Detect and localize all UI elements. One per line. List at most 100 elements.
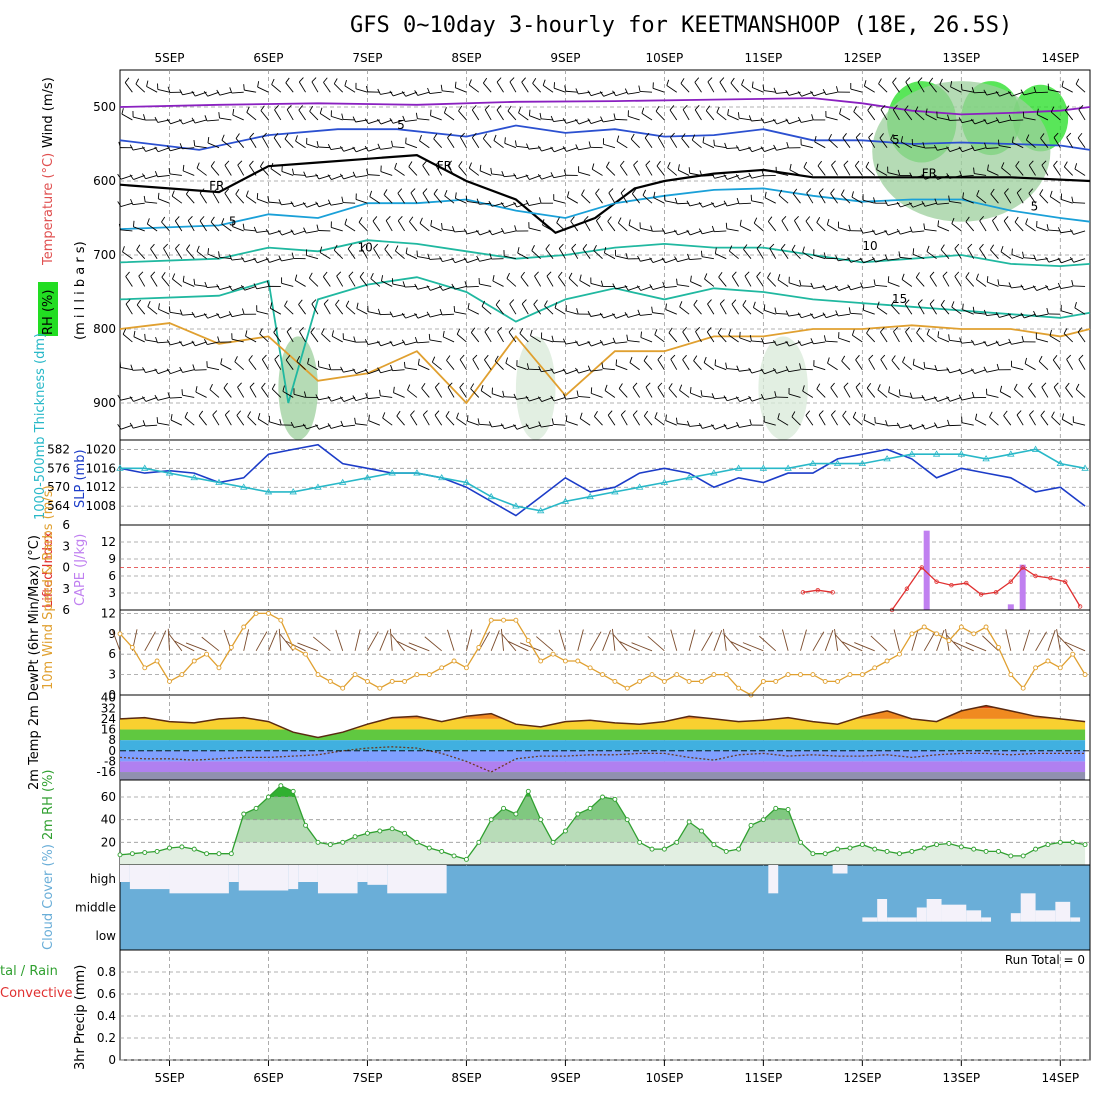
high-cloud-segment: [357, 865, 368, 882]
wind-barb: [982, 635, 999, 652]
wind-barb: [318, 146, 331, 149]
wind-barb-feather: [848, 224, 851, 231]
wind-barb: [333, 249, 344, 260]
wind-barb: [788, 393, 801, 398]
wind-barb: [355, 119, 368, 123]
wind-barb: [456, 333, 467, 343]
wind-barb: [443, 336, 455, 343]
wind-barb-feather: [157, 192, 160, 199]
wind-barb: [246, 195, 257, 204]
wind-barb: [442, 286, 455, 291]
wind-barb-feather: [446, 355, 451, 361]
wind-barb-feather: [975, 413, 978, 420]
wind-barb: [570, 221, 579, 232]
wind-barb: [355, 199, 368, 204]
wind-barb-feather: [703, 356, 707, 363]
wind-barb: [311, 81, 319, 93]
wind-barb: [1028, 165, 1036, 176]
wind-barb-feather: [719, 77, 725, 83]
wind-barb-feather: [1021, 335, 1024, 342]
wind-barb-feather: [702, 136, 705, 143]
wind-barb-feather: [460, 132, 465, 138]
wind-barb: [553, 199, 566, 204]
wind-barb: [136, 249, 146, 260]
wind-barb-feather: [992, 215, 997, 221]
high-cloud-segment: [317, 865, 358, 894]
wind-barb: [788, 369, 801, 373]
wind-barb-feather: [390, 364, 394, 371]
wind-barb: [753, 222, 764, 232]
wind-speed-point: [290, 644, 296, 650]
wind-barb-feather: [926, 245, 930, 252]
wind-barb-feather: [958, 394, 963, 401]
wind-barb-feather: [133, 330, 136, 337]
wind-barb: [281, 282, 294, 287]
wind-barb-feather: [191, 90, 196, 97]
contour-label: 5: [229, 214, 237, 228]
wind-barb-feather: [525, 395, 530, 402]
rh-point: [1045, 842, 1051, 848]
wind-barb: [445, 416, 455, 426]
wind-barb-feather: [379, 389, 381, 396]
wind-barb: [693, 304, 702, 315]
wind-barb-feather: [302, 202, 308, 208]
wind-barb: [801, 341, 813, 346]
wind-barb-feather: [751, 81, 754, 88]
wind-barb-feather: [719, 299, 725, 305]
wind-barb-feather: [662, 281, 666, 288]
wind-barb-feather: [327, 395, 332, 402]
wind-barb-feather: [118, 223, 121, 230]
wind-barb: [256, 310, 269, 315]
wind-barb: [682, 331, 690, 343]
cape-bar: [1007, 604, 1014, 610]
wind-barb-feather: [520, 271, 525, 278]
wind-barb-feather: [186, 244, 191, 250]
wind-barb: [508, 641, 529, 652]
wind-barb-feather: [426, 311, 431, 318]
wind-barb: [789, 341, 801, 347]
wind-tick-label: 6: [108, 647, 116, 661]
wind-barb-feather: [265, 257, 270, 263]
rh-point: [1033, 846, 1039, 852]
wind-barb-feather: [682, 104, 688, 110]
rh-tick-label: 60: [101, 790, 116, 804]
wind-barb-feather: [749, 334, 752, 342]
wind-barb: [135, 83, 146, 93]
wind-barb: [965, 277, 975, 287]
wind-barb-feather: [802, 246, 805, 253]
wind-barb-feather: [711, 225, 715, 232]
top-date-label: 13SEP: [942, 51, 980, 65]
wind-barb: [132, 147, 145, 151]
wind-barb: [269, 421, 281, 426]
wind-barb: [343, 175, 356, 180]
wind-barb: [269, 258, 281, 263]
wind-barb-feather: [1061, 413, 1065, 420]
wind-barb-feather: [422, 188, 428, 194]
wind-barb: [421, 387, 430, 398]
wind-barb: [120, 397, 133, 401]
wind-barb: [776, 312, 789, 315]
wind-barb-feather: [741, 79, 745, 86]
wind-barb: [936, 202, 949, 205]
wind-barb: [1029, 414, 1036, 426]
wind-barb-feather: [705, 105, 711, 111]
wind-barb: [831, 164, 838, 176]
wind-barb: [355, 423, 368, 426]
wind-barb-feather: [607, 216, 612, 222]
wind-barb-feather: [1075, 78, 1080, 85]
contour-label: 10: [358, 240, 373, 254]
wind-barb: [974, 369, 987, 374]
wind-barb-feather: [433, 188, 438, 195]
wind-barb: [541, 369, 554, 373]
wind-speed-point: [1057, 665, 1063, 671]
wind-barb-feather: [265, 228, 270, 235]
wind-barb: [953, 641, 974, 652]
wind-barb-feather: [822, 284, 827, 291]
wind-barb: [516, 202, 529, 208]
rh-point: [117, 852, 123, 858]
isotherm-line: [119, 322, 1091, 405]
wind-barb: [615, 286, 628, 290]
wind-barb-feather: [818, 188, 824, 194]
wind-barb-feather: [693, 299, 698, 306]
wind-barb-feather: [593, 411, 598, 417]
